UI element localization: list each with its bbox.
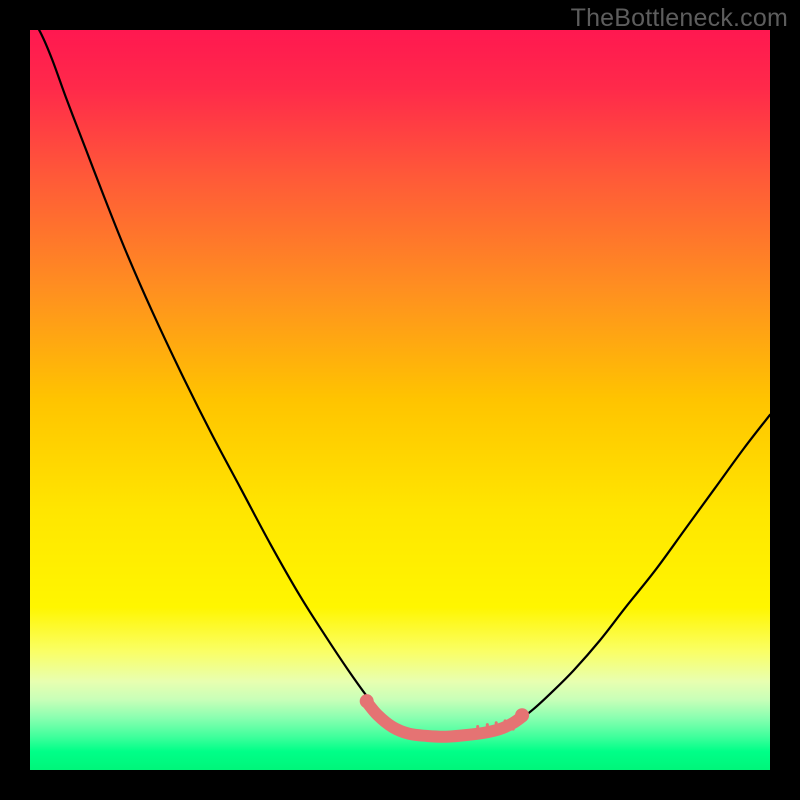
watermark-text: TheBottleneck.com [571,4,788,33]
plot-area [30,30,770,770]
gradient-background [30,30,770,770]
chart-frame: TheBottleneck.com [0,0,800,800]
chart-svg [30,30,770,770]
